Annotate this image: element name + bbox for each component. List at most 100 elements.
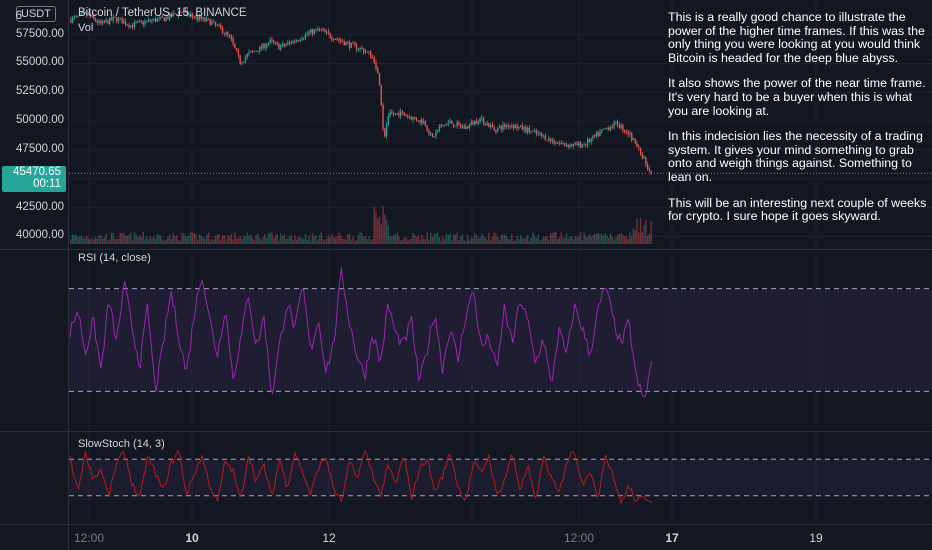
- volume-bar: [332, 237, 335, 244]
- volume-bar: [239, 235, 241, 244]
- candle-body: [518, 126, 520, 129]
- volume-bar: [385, 219, 388, 244]
- candle-body: [278, 43, 280, 50]
- candle-body: [373, 57, 375, 63]
- stoch-title[interactable]: SlowStoch (14, 3): [78, 438, 165, 450]
- volume-bar: [244, 236, 247, 244]
- volume-bar: [481, 233, 483, 244]
- volume-bar: [301, 238, 303, 244]
- candle-body: [103, 20, 106, 23]
- candle-body: [578, 142, 580, 146]
- candle-body: [121, 18, 123, 24]
- candle-body: [186, 10, 188, 16]
- candle-body: [100, 20, 102, 24]
- candle-body: [112, 17, 114, 21]
- volume-bar: [592, 235, 594, 244]
- candle-body: [454, 126, 457, 127]
- volume-bar: [638, 232, 640, 244]
- volume-bar: [71, 234, 74, 244]
- candle-body: [149, 19, 151, 22]
- volume-bar: [558, 237, 561, 244]
- candle-body: [179, 12, 181, 13]
- candle-body: [419, 119, 421, 122]
- candle-body: [183, 11, 185, 13]
- candle-body: [378, 73, 381, 86]
- volume-label[interactable]: Vol: [78, 22, 94, 34]
- candle-body: [306, 33, 308, 35]
- volume-bar: [357, 234, 360, 244]
- pane-divider-rsi[interactable]: [0, 249, 932, 250]
- volume-bar: [273, 238, 275, 244]
- volume-bar: [306, 239, 308, 244]
- candle-body: [273, 40, 275, 43]
- candle-body: [534, 130, 536, 132]
- volume-bar: [133, 232, 136, 244]
- volume-bar: [94, 237, 97, 244]
- volume-bar: [221, 235, 224, 244]
- volume-bar: [126, 235, 128, 244]
- volume-bar: [421, 234, 423, 244]
- volume-bar: [623, 236, 626, 244]
- volume-bar: [571, 236, 573, 244]
- candle-body: [504, 124, 506, 128]
- candle-body: [452, 123, 455, 127]
- volume-bar: [518, 239, 520, 244]
- candle-body: [193, 16, 196, 18]
- candle-body: [631, 133, 633, 141]
- candle-body: [338, 39, 340, 41]
- candle-body: [211, 21, 213, 25]
- candle-body: [608, 127, 610, 130]
- volume-bar: [343, 238, 345, 244]
- candle-body: [264, 43, 266, 48]
- price-axis[interactable]: [0, 0, 69, 550]
- candle-body: [348, 42, 351, 48]
- candle-body: [645, 157, 647, 165]
- volume-bar: [606, 235, 608, 244]
- candle-body: [234, 43, 236, 49]
- volume-bar: [407, 240, 409, 244]
- volume-bar: [516, 235, 518, 244]
- volume-bar: [246, 232, 248, 244]
- volume-bar: [509, 239, 511, 244]
- candle-body: [308, 32, 310, 34]
- price-tick-truncated: 6: [15, 10, 22, 22]
- volume-bar: [526, 234, 529, 244]
- volume-bar: [260, 240, 263, 244]
- pane-divider-stoch[interactable]: [0, 431, 932, 432]
- bar-countdown: 00:11: [33, 178, 61, 190]
- candle-body: [304, 34, 307, 38]
- candle-body: [140, 21, 143, 22]
- candle-body: [318, 28, 321, 31]
- candle-body: [144, 21, 146, 25]
- volume-bar: [437, 232, 439, 244]
- symbol-title[interactable]: Bitcoin / TetherUS, 15, BINANCE: [78, 7, 247, 19]
- volume-bar: [230, 233, 233, 244]
- volume-bar: [322, 239, 324, 244]
- candle-body: [202, 17, 204, 19]
- volume-bar: [585, 235, 587, 244]
- candle-body: [126, 24, 128, 26]
- candle-body: [639, 147, 642, 154]
- volume-bar: [500, 235, 502, 244]
- rsi-title[interactable]: RSI (14, close): [78, 252, 151, 264]
- candle-body: [546, 140, 548, 142]
- candle-body: [105, 20, 107, 23]
- volume-bar: [142, 232, 144, 244]
- note-paragraph-2: It also shows the power of the near time…: [668, 76, 926, 118]
- candle-body: [269, 39, 271, 44]
- candle-body: [303, 37, 305, 40]
- volume-bar: [549, 233, 552, 244]
- candle-body: [548, 138, 550, 141]
- candle-body: [82, 12, 84, 14]
- volume-bar: [615, 237, 617, 244]
- volume-bar: [394, 234, 397, 244]
- candle-body: [590, 138, 592, 143]
- candle-body: [442, 124, 444, 126]
- currency-badge[interactable]: USDT: [16, 6, 56, 22]
- price-tick-label: 42500.00: [16, 200, 64, 213]
- candle-body: [623, 130, 626, 132]
- volume-bar: [400, 240, 402, 244]
- volume-bar: [73, 235, 76, 244]
- volume-bar: [241, 238, 243, 244]
